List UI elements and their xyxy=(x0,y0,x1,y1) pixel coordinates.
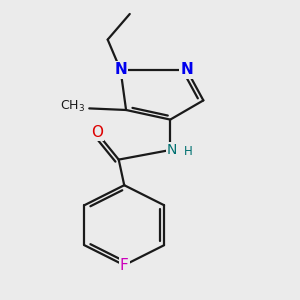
Text: N: N xyxy=(180,62,193,77)
Text: H: H xyxy=(184,145,192,158)
Text: F: F xyxy=(120,258,129,273)
Text: O: O xyxy=(91,125,103,140)
Text: N: N xyxy=(167,143,177,157)
Text: CH$_3$: CH$_3$ xyxy=(61,99,85,114)
Text: N: N xyxy=(114,62,127,77)
